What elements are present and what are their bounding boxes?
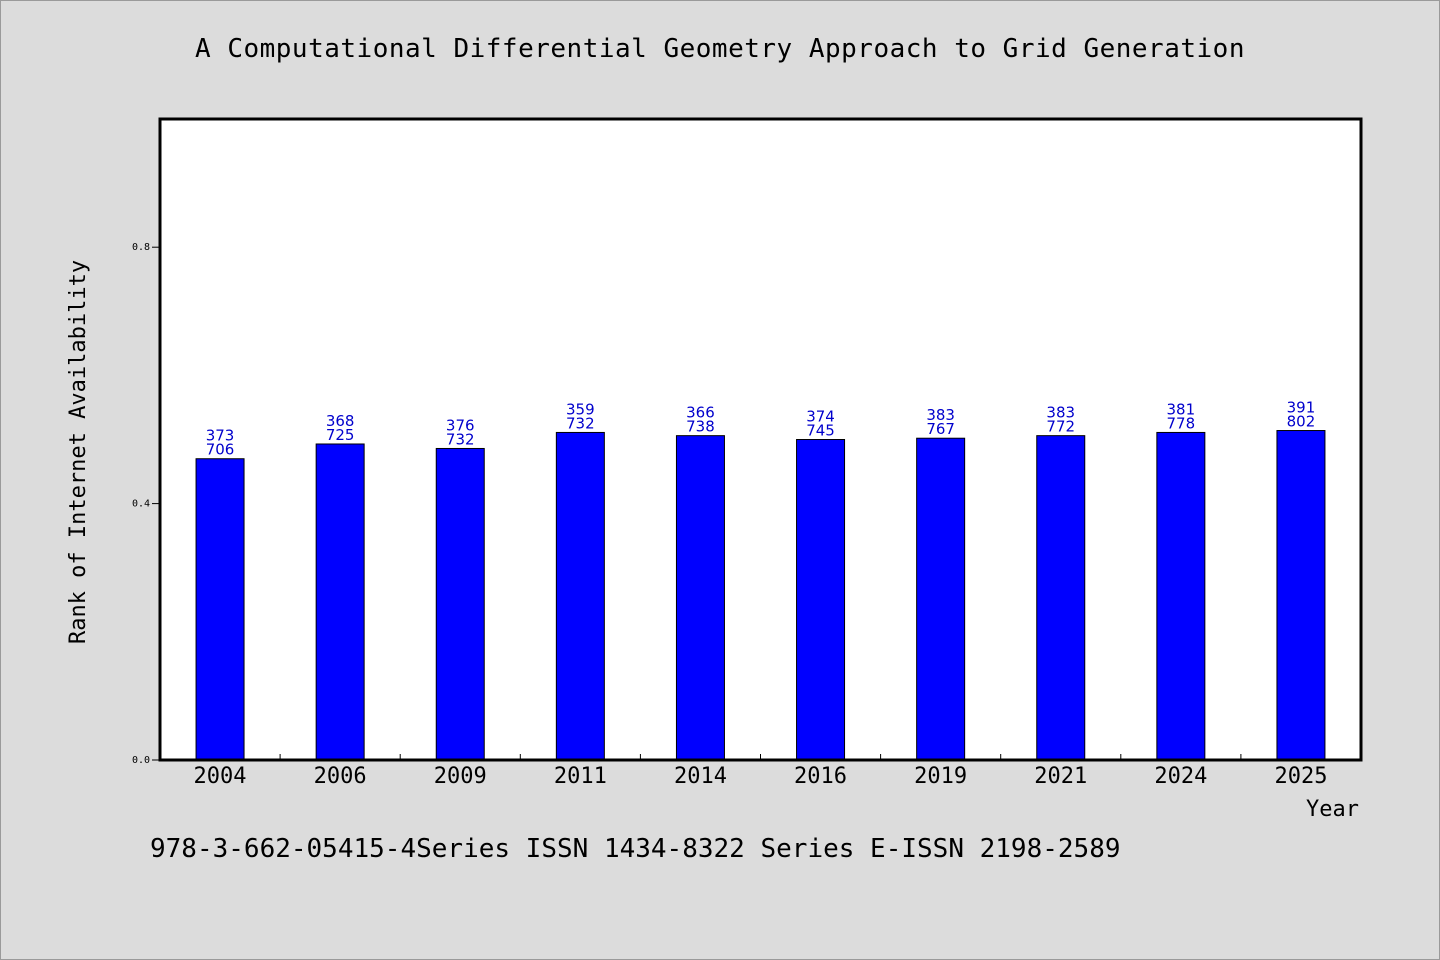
bar-2019 <box>916 437 966 761</box>
bar-label-bottom-2011: 732 <box>566 414 595 432</box>
bar-label-bottom-2014: 738 <box>686 418 715 436</box>
x-tick-label-2016: 2016 <box>794 764 847 789</box>
bar-2016 <box>796 439 846 761</box>
bar-label-top-2025: 391 <box>1287 399 1316 417</box>
bar-label-bottom-2004: 706 <box>206 441 235 459</box>
x-tick-label-2014: 2014 <box>674 764 727 789</box>
bar-label-top-2016: 374 <box>806 408 835 426</box>
bar-label-top-2024: 381 <box>1167 400 1196 418</box>
y-axis-label: Rank of Internet Availability <box>66 260 91 644</box>
bar-2004 <box>195 458 245 761</box>
bar-label-bottom-2019: 767 <box>926 420 955 438</box>
chart-title: A Computational Differential Geometry Ap… <box>195 34 1245 64</box>
x-tick-label-2024: 2024 <box>1154 764 1207 789</box>
x-tick-label-2025: 2025 <box>1274 764 1327 789</box>
bar-label-top-2011: 359 <box>566 400 595 418</box>
x-tick-label-2006: 2006 <box>314 764 367 789</box>
x-tick-label-2009: 2009 <box>434 764 487 789</box>
plot-border <box>158 117 1363 762</box>
bar-label-bottom-2025: 802 <box>1287 413 1316 431</box>
x-tick-label-2011: 2011 <box>554 764 607 789</box>
bars-layer: 3737063687253767323597323667383747453837… <box>195 399 1326 761</box>
y-tick-label: 0.8 <box>132 242 150 253</box>
x-tick-label-2021: 2021 <box>1034 764 1087 789</box>
x-axis-label: Year <box>1306 797 1359 822</box>
bar-label-top-2004: 373 <box>206 427 235 445</box>
ticks-layer: 2004 2006 2009 2011 2014 2016 2019 2021 2024 2025… <box>132 242 1328 789</box>
bar-label-bottom-2006: 725 <box>326 426 355 444</box>
y-tick-label: 0.0 <box>132 755 150 766</box>
x-tick-label-2004: 2004 <box>194 764 247 789</box>
bar-label-bottom-2009: 732 <box>446 430 475 448</box>
bar-2011 <box>555 431 605 761</box>
x-tick-label-2019: 2019 <box>914 764 967 789</box>
bar-label-bottom-2021: 772 <box>1046 418 1075 436</box>
bar-2006 <box>315 443 365 761</box>
bar-label-top-2009: 376 <box>446 416 475 434</box>
y-tick-label: 0.4 <box>132 499 150 510</box>
bar-label-top-2006: 368 <box>326 412 355 430</box>
bar-label-bottom-2024: 778 <box>1167 414 1196 432</box>
bar-label-top-2014: 366 <box>686 404 715 422</box>
bar-2024 <box>1156 431 1206 761</box>
bar-2021 <box>1036 435 1086 761</box>
bar-label-bottom-2016: 745 <box>806 422 835 440</box>
bar-2025 <box>1276 430 1326 761</box>
bar-2009 <box>435 447 485 761</box>
bar-label-top-2021: 383 <box>1046 404 1075 422</box>
bar-label-top-2019: 383 <box>926 406 955 424</box>
bar-2014 <box>675 435 725 761</box>
footer-isbn-text: 978-3-662-05415-4Series ISSN 1434-8322 S… <box>150 834 1121 864</box>
